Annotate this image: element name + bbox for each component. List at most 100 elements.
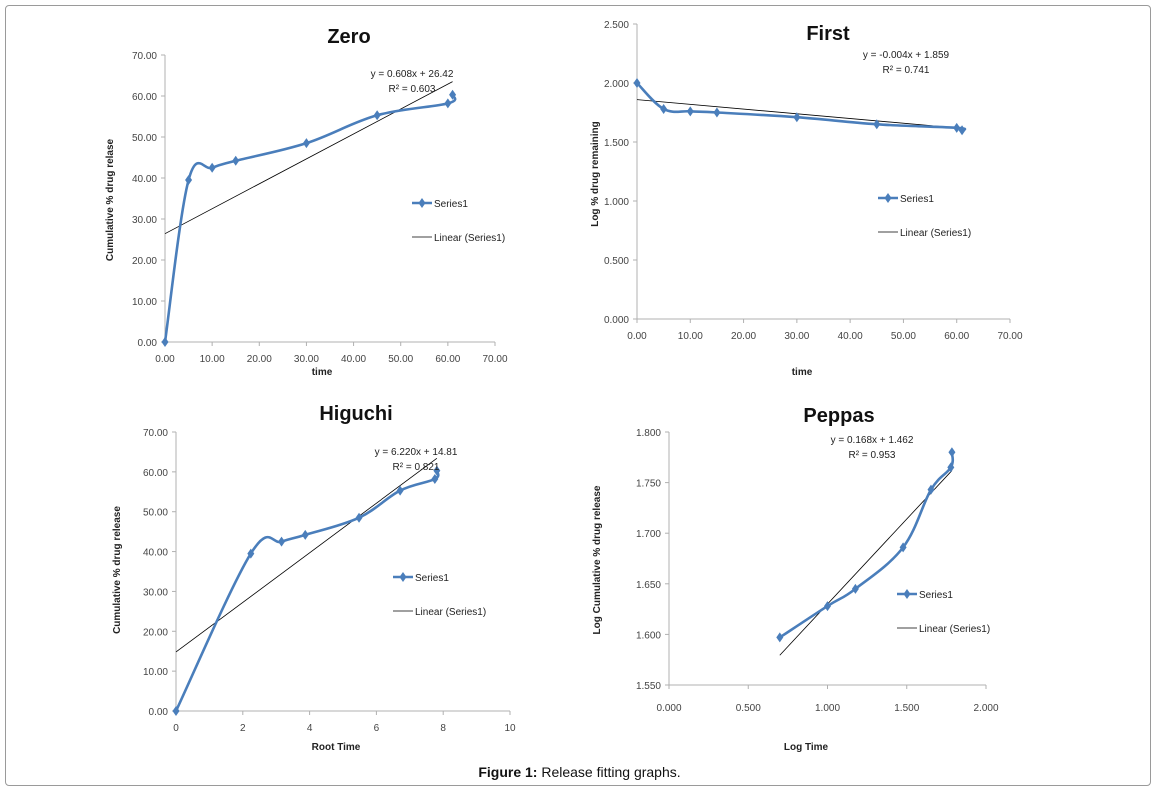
data-point-marker <box>232 155 240 166</box>
data-point-marker <box>172 706 180 716</box>
data-point-marker <box>851 583 859 594</box>
data-point-marker <box>302 138 310 149</box>
y-tick-label: 2.000 <box>604 79 629 90</box>
x-tick-label: 2 <box>240 723 246 734</box>
x-axis-label: time <box>792 367 813 378</box>
legend-series-label: Series1 <box>919 590 953 601</box>
y-tick-label: 60.00 <box>143 468 168 479</box>
x-tick-label: 30.00 <box>784 331 809 342</box>
x-axis-label: Log Time <box>784 742 829 753</box>
data-point-marker <box>824 601 831 612</box>
trendline <box>175 458 438 653</box>
y-tick-label: 10.00 <box>132 297 157 308</box>
legend: Series1 Linear (Series1) <box>412 198 505 244</box>
data-point-marker <box>927 484 935 495</box>
y-axis-label: Cumulative % drug release <box>112 506 123 634</box>
x-tick-label: 8 <box>440 723 446 734</box>
y-axis-label: Cumulative % drug relase <box>105 138 116 261</box>
trendline-r-squared: R² = 0.603 <box>389 84 436 95</box>
x-tick-label: 0.00 <box>155 354 175 365</box>
figure-caption: Figure 1: Release fitting graphs. <box>0 764 1159 780</box>
data-point-marker <box>433 465 441 476</box>
data-point-marker <box>686 106 694 117</box>
legend: Series1 Linear (Series1) <box>878 193 971 239</box>
series-line <box>174 470 440 712</box>
chart-peppas: 0.000 0.500 1.000 1.500 2.000 1.550 1.600 1.650… <box>592 405 999 753</box>
x-tick-label: 0.00 <box>627 331 647 342</box>
chart-title: Zero <box>327 26 370 48</box>
data-point-marker <box>953 122 961 133</box>
data-point-marker <box>355 512 363 523</box>
legend: Series1 Linear (Series1) <box>897 589 990 635</box>
data-point-marker <box>185 175 193 186</box>
data-point-marker <box>958 125 966 136</box>
y-tick-label: 70.00 <box>132 51 157 62</box>
y-tick-label: 0.00 <box>149 707 169 718</box>
chart-higuchi: 0 2 4 6 8 10 0.00 10.00 20.00 30.00 40.00 50.00 60.0… <box>112 403 516 753</box>
x-tick-label: 40.00 <box>341 354 366 365</box>
trendline-equation: y = -0.004x + 1.859 <box>863 50 950 61</box>
series-line <box>636 82 967 132</box>
legend-series-marker <box>884 193 892 203</box>
trendline-r-squared: R² = 0.953 <box>849 450 896 461</box>
data-point-marker <box>444 98 452 109</box>
y-tick-label: 40.00 <box>143 548 168 559</box>
x-axis-label: time <box>312 367 333 378</box>
chart-title: Peppas <box>803 405 874 427</box>
x-tick-label: 10 <box>504 723 516 734</box>
y-tick-label: 20.00 <box>143 627 168 638</box>
y-tick-label: 10.00 <box>143 667 168 678</box>
trendline-equation: y = 0.168x + 1.462 <box>831 435 914 446</box>
chart-first: 0.00 10.00 20.00 30.00 40.00 50.00 60.00 70.00 0… <box>590 20 1023 378</box>
data-point-marker <box>793 112 801 123</box>
legend-series-marker <box>418 198 426 208</box>
data-point-marker <box>161 337 169 347</box>
data-point-marker <box>301 529 309 540</box>
y-tick-label: 0.000 <box>604 315 629 326</box>
y-tick-label: 40.00 <box>132 174 157 185</box>
y-tick-label: 1.600 <box>636 630 661 641</box>
data-point-marker <box>247 548 255 559</box>
y-axis-label: Log % drug remaining <box>590 121 601 227</box>
y-tick-label: 70.00 <box>143 428 168 439</box>
y-axis-label: Log Cumulative % drug release <box>592 485 603 634</box>
legend-series-label: Series1 <box>900 194 934 205</box>
y-tick-label: 1.550 <box>636 681 661 692</box>
series-line <box>163 93 457 343</box>
y-tick-label: 1.800 <box>636 428 661 439</box>
legend-trend-label: Linear (Series1) <box>434 233 505 244</box>
x-tick-label: 50.00 <box>388 354 413 365</box>
data-point-marker <box>947 462 955 473</box>
data-point-marker <box>948 447 956 458</box>
trendline <box>164 81 453 235</box>
data-point-marker <box>431 474 439 485</box>
data-point-marker <box>633 78 641 88</box>
data-point-marker <box>660 103 668 114</box>
x-tick-label: 0.500 <box>736 703 761 714</box>
x-tick-label: 30.00 <box>294 354 319 365</box>
chart-title: First <box>806 23 850 45</box>
x-tick-label: 0.000 <box>656 703 681 714</box>
legend-series-label: Series1 <box>415 573 449 584</box>
y-tick-label: 2.500 <box>604 20 629 31</box>
x-tick-label: 6 <box>374 723 380 734</box>
x-tick-label: 10.00 <box>678 331 703 342</box>
x-tick-label: 20.00 <box>247 354 272 365</box>
figure-frame <box>5 5 1151 786</box>
trendline-equation: y = 0.608x + 26.42 <box>371 69 454 80</box>
data-point-marker <box>396 485 404 496</box>
legend-trend-label: Linear (Series1) <box>415 607 486 618</box>
legend-trend-label: Linear (Series1) <box>900 228 971 239</box>
data-point-marker <box>776 632 784 643</box>
legend-trend-label: Linear (Series1) <box>919 624 990 635</box>
legend-series-label: Series1 <box>434 199 468 210</box>
trendline-r-squared: R² = 0.821 <box>393 462 440 473</box>
chart-zero: 0.00 10.00 20.00 30.00 40.00 50.00 60.00 70.00 0… <box>105 26 508 378</box>
x-tick-label: 4 <box>307 723 313 734</box>
y-tick-label: 0.500 <box>604 256 629 267</box>
x-tick-label: 1.000 <box>815 703 840 714</box>
y-tick-label: 20.00 <box>132 256 157 267</box>
y-tick-label: 1.500 <box>604 138 629 149</box>
x-tick-label: 70.00 <box>482 354 507 365</box>
